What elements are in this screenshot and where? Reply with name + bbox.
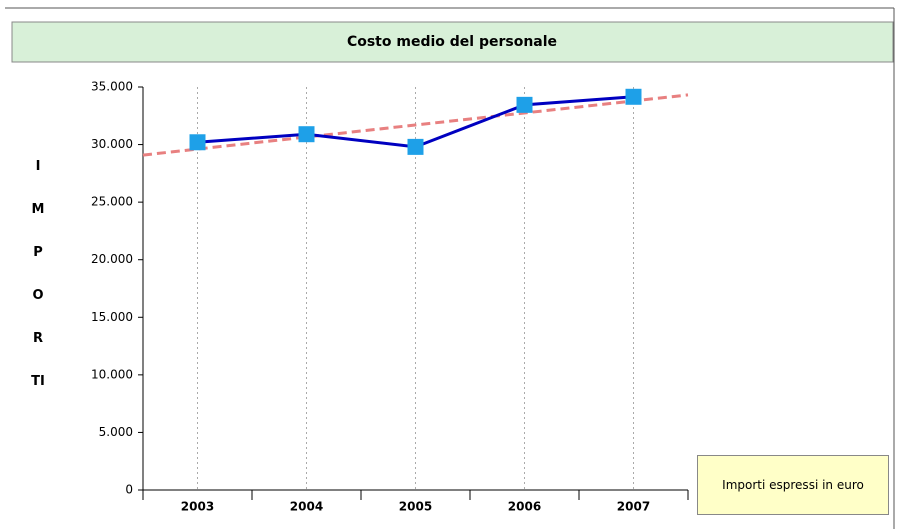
- y-axis-label: IMPORTI: [31, 159, 45, 389]
- point-marker: [625, 88, 642, 105]
- y-tick-label: 10.000: [91, 367, 133, 381]
- x-tick-label: 2004: [290, 500, 323, 514]
- note: Importi espressi in euro: [697, 455, 889, 515]
- y-tick-label: 5.000: [99, 425, 133, 439]
- point-marker: [189, 134, 206, 151]
- y-tick-label: 0: [125, 483, 133, 497]
- trendline: [142, 93, 689, 157]
- x-tick-label: 2007: [617, 500, 650, 514]
- chart-title: Costo medio del personale: [347, 34, 557, 50]
- point-marker: [516, 96, 533, 113]
- x-tick-label: 2005: [399, 500, 432, 514]
- point-marker: [298, 126, 315, 143]
- y-tick-label: 35.000: [91, 80, 133, 94]
- title-box: [11, 21, 894, 63]
- x-tick-label: 2003: [181, 500, 214, 514]
- y-tick-label: 25.000: [91, 195, 133, 209]
- x-tick-label: 2006: [508, 500, 541, 514]
- y-tick-label: 15.000: [91, 310, 133, 324]
- y-tick-label: 20.000: [91, 252, 133, 266]
- y-tick-label: 30.000: [91, 137, 133, 151]
- point-marker: [407, 138, 424, 155]
